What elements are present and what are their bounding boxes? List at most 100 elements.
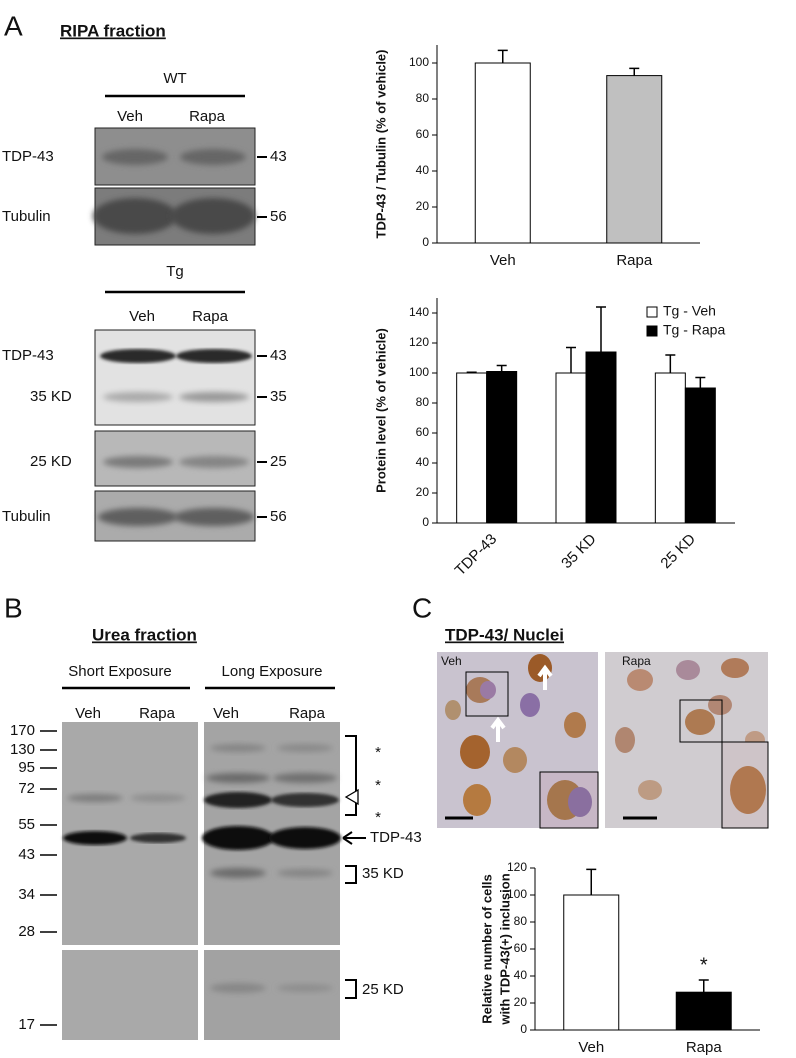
exposure-label: Long Exposure: [222, 663, 323, 680]
bar: [563, 894, 620, 1031]
exposure-label: Short Exposure: [68, 663, 171, 680]
ladder-label: 28: [18, 923, 35, 940]
y-tick-label: 80: [416, 91, 430, 105]
bar: [585, 351, 617, 524]
blot: [94, 329, 256, 542]
lane-label: Veh: [117, 108, 143, 125]
panel-label: B: [4, 592, 23, 623]
x-tick-label: Rapa: [686, 1039, 723, 1056]
y-tick-label: 100: [409, 365, 429, 379]
y-tick-label: 20: [416, 199, 430, 213]
mw-marker: 43: [270, 347, 287, 364]
band-label: 35 KD: [30, 388, 72, 405]
legend-label: Tg - Rapa: [663, 322, 725, 338]
y-tick-label: 60: [416, 425, 430, 439]
bar: [456, 372, 488, 524]
y-tick-label: 100: [507, 887, 527, 901]
panel-title: RIPA fraction: [60, 21, 166, 40]
error-bar: [496, 364, 507, 372]
error-bar: [497, 49, 508, 63]
mw-marker: 25: [270, 453, 287, 470]
blot: [93, 127, 256, 246]
star: *: [375, 809, 381, 826]
y-tick-label: 80: [514, 914, 528, 928]
lane-label: Rapa: [139, 705, 176, 722]
error-bar: [566, 346, 576, 373]
y-tick-label: 40: [514, 968, 528, 982]
error-bar: [586, 868, 597, 895]
image-label: Veh: [441, 654, 462, 668]
annotation: *: [700, 954, 708, 976]
error-bar: [629, 67, 640, 76]
x-tick-label: 35 KD: [558, 531, 600, 573]
bar: [675, 991, 732, 1031]
ladder-label: 34: [18, 886, 35, 903]
marker-dashes: [257, 355, 267, 518]
mw-marker: 43: [270, 148, 287, 165]
bar: [555, 372, 587, 524]
x-tick-label: 25 KD: [657, 531, 699, 573]
lane-label: Rapa: [289, 705, 326, 722]
panel-title: TDP-43/ Nuclei: [445, 625, 564, 644]
mw-marker: 56: [270, 208, 287, 225]
group-label: WT: [163, 70, 186, 87]
ladder-label: 130: [10, 741, 35, 758]
y-tick-label: 100: [409, 55, 429, 69]
legend-swatch: [646, 325, 658, 337]
band-label: TDP-43: [2, 148, 54, 165]
y-tick-label: 80: [416, 395, 430, 409]
panel-label: C: [412, 592, 432, 623]
star: *: [375, 777, 381, 794]
bar: [654, 372, 686, 524]
y-axis-label: with TDP-43(+) inclusion: [497, 873, 512, 1025]
x-tick-label: Veh: [578, 1039, 604, 1056]
x-tick-label: TDP-43: [452, 531, 501, 580]
x-tick-label: Veh: [490, 252, 516, 269]
image-label: Rapa: [622, 654, 651, 668]
ladder-label: 17: [18, 1016, 35, 1033]
group-label: Tg: [166, 263, 184, 280]
band-label: Tubulin: [2, 508, 51, 525]
y-tick-label: 120: [507, 860, 527, 874]
error-bar: [695, 376, 706, 388]
legend-swatch: [646, 306, 658, 318]
ladder-label: 72: [18, 780, 35, 797]
error-bar: [698, 979, 709, 993]
error-bar: [665, 354, 676, 373]
y-axis-label: TDP-43 / Tubulin (% of vehicle): [373, 50, 388, 239]
band-label: 25 KD: [362, 981, 404, 998]
ladder-label: 55: [18, 816, 35, 833]
y-tick-label: 0: [422, 515, 429, 529]
lane-label: Veh: [129, 308, 155, 325]
y-tick-label: 0: [422, 235, 429, 249]
y-axis-label: Protein level (% of vehicle): [373, 328, 388, 493]
y-tick-label: 0: [520, 1022, 527, 1036]
band-label: Tubulin: [2, 208, 51, 225]
y-tick-label: 120: [409, 335, 429, 349]
ladder-label: 95: [18, 759, 35, 776]
y-tick-label: 40: [416, 163, 430, 177]
y-axis-label: Relative number of cells: [479, 874, 494, 1024]
legend-label: Tg - Veh: [663, 303, 716, 319]
y-tick-label: 20: [416, 485, 430, 499]
blot: [62, 722, 341, 1040]
triangle-marker: [344, 788, 359, 806]
y-tick-label: 40: [416, 455, 430, 469]
x-tick-label: Rapa: [616, 252, 653, 269]
lane-label: Rapa: [192, 308, 229, 325]
band-label: TDP-43: [2, 347, 54, 364]
y-tick-label: 60: [514, 941, 528, 955]
band-label: 35 KD: [362, 865, 404, 882]
micrograph: [437, 652, 769, 829]
band-label: TDP-43: [370, 829, 422, 846]
y-tick-label: 60: [416, 127, 430, 141]
bar: [684, 387, 716, 524]
panel-title: Urea fraction: [92, 625, 197, 644]
y-tick-label: 140: [409, 305, 429, 319]
lane-label: Veh: [75, 705, 101, 722]
star: *: [375, 744, 381, 761]
y-tick-label: 20: [514, 995, 528, 1009]
ladder-label: 43: [18, 846, 35, 863]
bar: [486, 371, 518, 524]
